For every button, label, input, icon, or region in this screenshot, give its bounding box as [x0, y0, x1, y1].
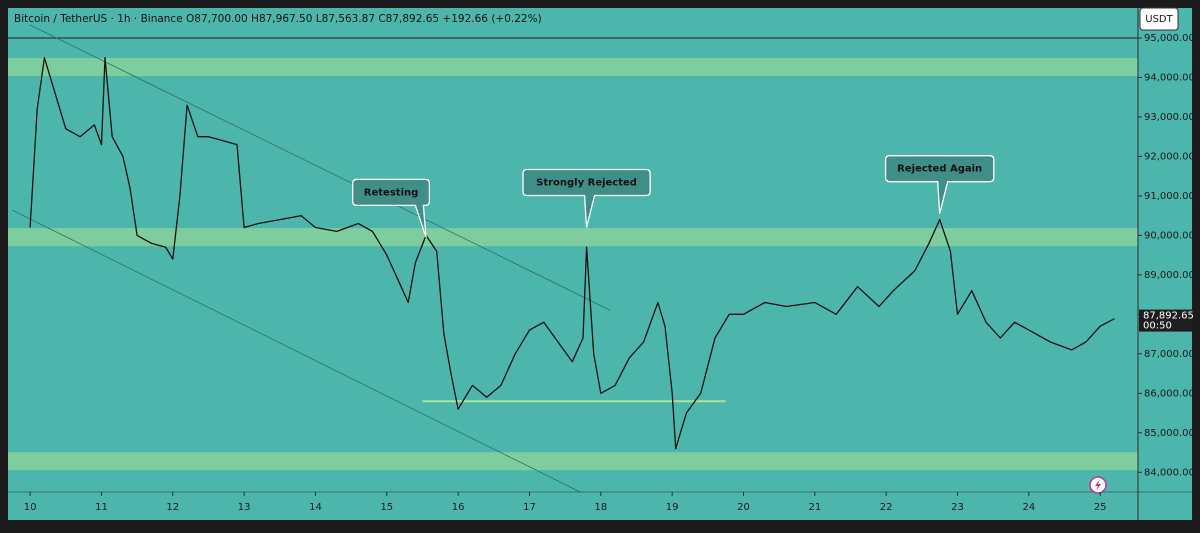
- chart-title: Bitcoin / TetherUS · 1h · Binance O87,70…: [14, 13, 542, 25]
- x-tick-label: 11: [95, 502, 108, 513]
- x-tick-label: 13: [238, 502, 251, 513]
- zone: [8, 452, 1138, 471]
- y-tick-label: 95,000.00: [1144, 33, 1195, 44]
- x-tick-label: 15: [380, 502, 393, 513]
- currency-button-label[interactable]: USDT: [1145, 14, 1173, 25]
- x-tick-label: 20: [737, 502, 750, 513]
- x-tick-label: 21: [808, 502, 821, 513]
- channel-line: [12, 209, 581, 493]
- last-price-label: 87,892.65: [1143, 311, 1194, 322]
- x-tick-label: 24: [1022, 502, 1035, 513]
- callout-box: [522, 168, 651, 228]
- y-tick-label: 84,000.00: [1144, 467, 1195, 478]
- last-price-box: [1139, 309, 1193, 332]
- callout-box: [884, 155, 995, 214]
- zone: [8, 58, 1138, 77]
- x-tick-label: 18: [594, 502, 607, 513]
- countdown-label: 00:50: [1143, 321, 1172, 332]
- callout-box: [352, 178, 431, 238]
- x-tick-label: 16: [452, 502, 465, 513]
- callout-label: Retesting: [364, 187, 418, 198]
- x-tick-label: 22: [880, 502, 893, 513]
- channel-line: [29, 24, 611, 311]
- x-tick-label: 17: [523, 502, 536, 513]
- y-tick-label: 91,000.00: [1144, 191, 1195, 202]
- y-tick-label: 90,000.00: [1144, 230, 1195, 241]
- y-tick-label: 89,000.00: [1144, 270, 1195, 281]
- chart-background: [8, 8, 1192, 520]
- y-tick-label: 86,000.00: [1144, 388, 1195, 399]
- y-tick-label: 93,000.00: [1144, 112, 1195, 123]
- callout-label: Strongly Rejected: [536, 177, 637, 188]
- plot-area: Retesting Strongly Rejected Rejected Again: [8, 24, 1138, 493]
- x-tick-label: 23: [951, 502, 964, 513]
- currency-button[interactable]: [1139, 7, 1179, 31]
- x-tick-label: 10: [24, 502, 37, 513]
- price-line: [29, 57, 1115, 450]
- y-tick-label: 92,000.00: [1144, 151, 1195, 162]
- callout-label: Rejected Again: [897, 164, 982, 175]
- y-tick-label: 87,000.00: [1144, 349, 1195, 360]
- y-tick-label: 94,000.00: [1144, 72, 1195, 83]
- x-tick-label: 14: [309, 502, 322, 513]
- x-tick-label: 25: [1094, 502, 1107, 513]
- zone: [8, 228, 1138, 247]
- x-tick-label: 19: [666, 502, 679, 513]
- x-tick-label: 12: [166, 502, 179, 513]
- lightning-glyph: [1095, 479, 1101, 491]
- y-tick-label: 85,000.00: [1144, 428, 1195, 439]
